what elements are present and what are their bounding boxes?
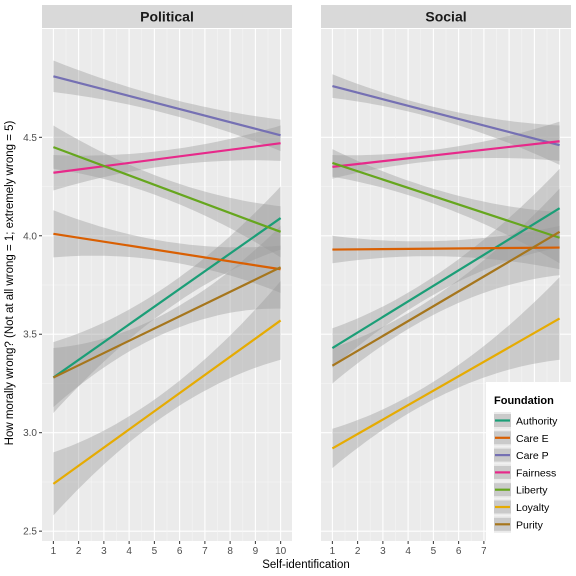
series-line-liberty bbox=[52, 146, 282, 233]
legend-item-fairness: Fairness bbox=[494, 463, 556, 481]
legend-item-loyalty: Loyalty bbox=[494, 498, 550, 516]
series-line-loyalty bbox=[52, 319, 282, 485]
legend-items: Authority Care E Care P Fairness Liberty Loya… bbox=[494, 412, 558, 533]
x-tick-label: 2 bbox=[76, 546, 82, 557]
confidence-band-purity bbox=[53, 225, 281, 408]
series-line-purity bbox=[331, 230, 561, 367]
strip-title-political: Political bbox=[140, 9, 194, 25]
confidence-band-liberty bbox=[53, 125, 281, 258]
x-tick-label: 3 bbox=[380, 546, 386, 557]
legend-label: Purity bbox=[516, 519, 544, 531]
confidence-band-loyalty bbox=[53, 281, 281, 516]
series-line-care-e bbox=[53, 232, 281, 271]
legend-label: Fairness bbox=[516, 467, 556, 479]
legend-label: Authority bbox=[516, 416, 558, 428]
x-tick-label: 7 bbox=[481, 546, 487, 557]
panel-political bbox=[42, 29, 292, 541]
x-tick-label: 6 bbox=[177, 546, 183, 557]
x-axis-title: Self-identification bbox=[262, 559, 350, 571]
y-tick-label: 3.0 bbox=[23, 428, 37, 439]
y-axis-title: How morally wrong? (Not at all wrong = 1… bbox=[4, 120, 16, 445]
confidence-band-liberty bbox=[332, 149, 560, 264]
series-line-authority bbox=[52, 217, 282, 379]
strip-background bbox=[42, 5, 292, 28]
x-tick-label: 10 bbox=[275, 546, 287, 557]
strip-title-social: Social bbox=[425, 9, 466, 25]
confidence-band-loyalty bbox=[332, 277, 560, 469]
legend-label: Care P bbox=[516, 450, 549, 462]
legend-label: Liberty bbox=[516, 485, 548, 497]
y-tick-label: 2.5 bbox=[23, 527, 37, 538]
confidence-band-care-p bbox=[332, 74, 560, 165]
series-line-authority bbox=[331, 207, 561, 349]
legend-label: Loyalty bbox=[516, 502, 550, 514]
series-line-purity bbox=[52, 266, 282, 379]
y-tick-label: 4.5 bbox=[23, 133, 37, 144]
x-tick-label: 5 bbox=[152, 546, 158, 557]
legend-title: Foundation bbox=[494, 395, 554, 407]
x-tick-label: 1 bbox=[51, 546, 57, 557]
series-line-loyalty bbox=[331, 317, 561, 450]
legend-item-purity: Purity bbox=[494, 515, 544, 533]
x-tick-label: 4 bbox=[405, 546, 411, 557]
x-tick-label: 9 bbox=[253, 546, 259, 557]
facet-strips: Political Social bbox=[42, 5, 571, 28]
series-line-care-p bbox=[332, 85, 560, 147]
x-tick-label: 6 bbox=[456, 546, 462, 557]
legend-item-liberty: Liberty bbox=[494, 481, 548, 499]
x-tick-label: 1 bbox=[330, 546, 336, 557]
x-tick-label: 3 bbox=[101, 546, 107, 557]
series-line-care-p bbox=[53, 75, 281, 137]
legend-item-authority: Authority bbox=[494, 412, 558, 429]
confidence-band-authority bbox=[53, 186, 281, 413]
confidence-band-fairness bbox=[332, 121, 560, 179]
series-line-fairness bbox=[332, 140, 560, 168]
series-line-fairness bbox=[53, 142, 281, 174]
series-line-care-e bbox=[332, 246, 560, 251]
x-tick-label: 2 bbox=[355, 546, 361, 557]
x-tick-label: 8 bbox=[227, 546, 233, 557]
x-tick-label: 4 bbox=[126, 546, 132, 557]
y-tick-label: 4.0 bbox=[23, 231, 37, 242]
legend: Foundation Authority Care E Care P Fairness… bbox=[486, 382, 576, 566]
confidence-band-purity bbox=[332, 188, 560, 384]
x-tick-label: 7 bbox=[202, 546, 208, 557]
y-tick-label: 3.5 bbox=[23, 330, 37, 341]
strip-background bbox=[321, 5, 571, 28]
legend-label: Care E bbox=[516, 433, 549, 445]
legend-item-care-p: Care P bbox=[494, 446, 549, 464]
x-tick-label: 5 bbox=[431, 546, 437, 557]
confidence-band-authority bbox=[332, 168, 560, 368]
series-line-liberty bbox=[332, 161, 560, 239]
legend-item-care-e: Care E bbox=[494, 429, 549, 447]
